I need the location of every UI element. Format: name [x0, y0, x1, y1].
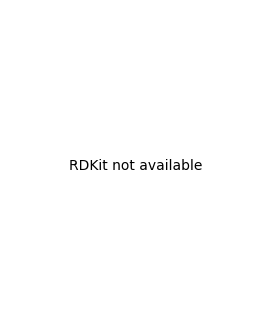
- Text: RDKit not available: RDKit not available: [69, 159, 202, 173]
